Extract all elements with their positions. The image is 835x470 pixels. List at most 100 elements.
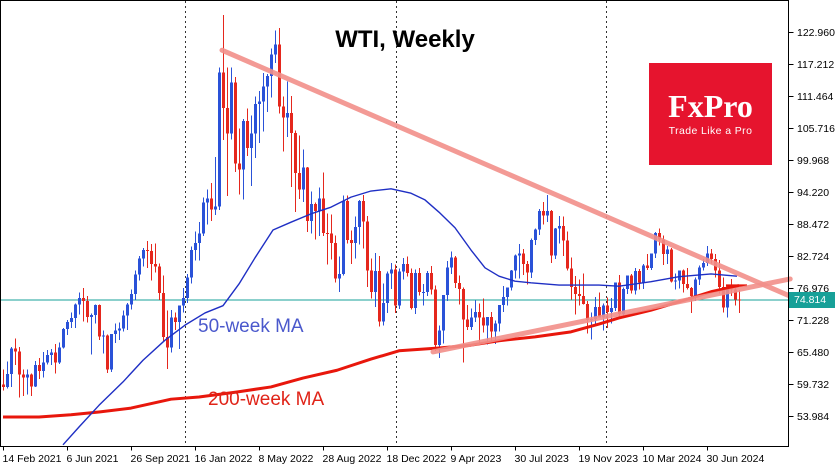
candle-up xyxy=(502,296,505,306)
candle-up xyxy=(302,167,305,190)
candle-up xyxy=(694,279,697,297)
candle-down xyxy=(526,263,529,273)
candle-down xyxy=(722,286,725,308)
candle-up xyxy=(614,282,617,308)
candle-up xyxy=(610,307,613,312)
candle-up xyxy=(666,249,669,254)
candle-up xyxy=(178,305,181,322)
candle-down xyxy=(670,249,673,282)
candle-up xyxy=(514,255,517,271)
candle-down xyxy=(718,270,721,287)
y-axis-label: 99.968 xyxy=(797,155,829,167)
candle-down xyxy=(350,239,353,243)
x-axis-label: 28 Aug 2022 xyxy=(323,453,382,465)
candle-down xyxy=(406,263,409,273)
candle-up xyxy=(26,374,29,378)
candle-up xyxy=(602,305,605,318)
candle-up xyxy=(358,201,361,228)
candle-down xyxy=(162,292,165,337)
candle-down xyxy=(334,242,337,279)
candle-down xyxy=(150,251,153,264)
candle-up xyxy=(426,272,429,292)
x-axis-label: 14 Feb 2021 xyxy=(3,453,62,465)
chart-title: WTI, Weekly xyxy=(335,26,475,53)
candle-down xyxy=(146,250,149,252)
candle-down xyxy=(14,348,17,352)
y-axis-label: 105.716 xyxy=(797,123,835,135)
candle-up xyxy=(470,317,473,327)
candle-up xyxy=(58,347,61,363)
y-axis-label: 117.212 xyxy=(797,59,834,71)
fxpro-logo: FxPro Trade Like a Pro xyxy=(649,63,772,165)
candle-down xyxy=(434,289,437,346)
candle-up xyxy=(42,362,45,371)
candle-down xyxy=(734,289,737,300)
candle-up xyxy=(126,304,129,316)
candle-up xyxy=(198,233,201,243)
candle-up xyxy=(390,269,393,274)
candle-up xyxy=(218,72,221,207)
candle-down xyxy=(86,301,89,317)
candle-up xyxy=(558,226,561,229)
candle-up xyxy=(46,355,49,363)
candle-up xyxy=(34,365,37,387)
candle-up xyxy=(442,295,445,331)
y-axis-label: 53.984 xyxy=(797,411,829,423)
candle-up xyxy=(318,198,321,212)
candle-down xyxy=(222,72,225,109)
candle-down xyxy=(210,198,213,210)
candle-down xyxy=(522,253,525,264)
candle-up xyxy=(250,133,253,149)
candle-down xyxy=(2,384,5,387)
candle-up xyxy=(338,273,341,279)
candle-up xyxy=(182,297,185,306)
y-axis-label: 59.732 xyxy=(797,379,829,391)
candle-up xyxy=(66,321,69,330)
candle-up xyxy=(382,302,385,322)
ma50-label: 50-week MA xyxy=(198,316,304,337)
y-axis: 122.960 117.212 111.464 105.716 99.968 94.220… xyxy=(788,27,835,423)
candle-up xyxy=(50,352,53,356)
candle-up xyxy=(398,271,401,306)
year-separators xyxy=(185,1,607,446)
x-axis-label: 9 Apr 2023 xyxy=(451,453,502,465)
candle-up xyxy=(634,271,637,291)
candle-down xyxy=(582,296,585,305)
candle-up xyxy=(114,330,117,335)
candle-up xyxy=(422,291,425,293)
candle-down xyxy=(566,240,569,269)
candle-down xyxy=(738,299,741,301)
candle-up xyxy=(726,287,729,308)
candle-up xyxy=(594,306,597,320)
candle-down xyxy=(362,201,365,222)
candle-up xyxy=(414,272,417,308)
y-axis-label: 122.960 xyxy=(797,27,835,39)
candle-down xyxy=(586,304,589,321)
x-axis: 14 Feb 2021 6 Jun 2021 26 Sep 2021 16 Jan 2… xyxy=(3,446,764,465)
candle-up xyxy=(402,263,405,272)
candle-down xyxy=(298,173,301,190)
candle-up xyxy=(438,330,441,346)
candle-down xyxy=(458,282,461,289)
candle-up xyxy=(266,75,269,87)
candle-down xyxy=(478,311,481,318)
candle-up xyxy=(78,297,81,305)
candle-down xyxy=(370,270,373,292)
candle-up xyxy=(354,227,357,243)
y-axis-label: 111.464 xyxy=(797,91,834,103)
y-axis-label: 71.228 xyxy=(797,315,829,327)
candle-up xyxy=(206,198,209,203)
candle-down xyxy=(282,106,285,118)
candle-up xyxy=(74,304,77,318)
candle-down xyxy=(166,336,169,348)
candle-down xyxy=(246,120,249,149)
ma200-line xyxy=(3,284,740,419)
candle-down xyxy=(686,283,689,288)
candle-down xyxy=(18,351,21,375)
candle-down xyxy=(466,319,469,327)
fxpro-logo-tagline: Trade Like a Pro xyxy=(668,125,753,137)
candle-up xyxy=(674,280,677,282)
candle-up xyxy=(494,323,497,332)
candle-up xyxy=(486,316,489,326)
